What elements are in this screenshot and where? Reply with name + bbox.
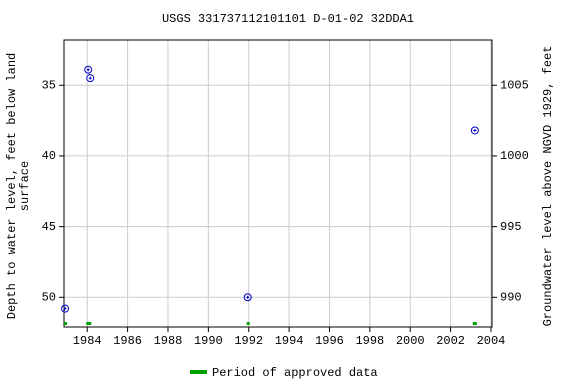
data-point: [84, 65, 93, 74]
marker-part: [61, 304, 70, 313]
y2-tick-label: 1000: [500, 149, 529, 163]
approved-period: [246, 322, 250, 325]
y2-tick-label: 1005: [500, 78, 529, 92]
chart-title: USGS 331737112101101 D-01-02 32DDA1: [162, 12, 414, 26]
x-tick-label: 1986: [113, 334, 142, 348]
y-tick-label: 40: [42, 149, 56, 163]
approved-period: [86, 322, 92, 325]
x-tick-label: 2002: [436, 334, 465, 348]
x-tick-label: 2000: [396, 334, 425, 348]
data-point: [470, 126, 479, 135]
x-tick-label: 1998: [355, 334, 384, 348]
y-tick-label: 50: [42, 290, 56, 304]
marker-part: [84, 65, 93, 74]
y-tick-label: 45: [42, 220, 56, 234]
x-tick-label: 1992: [234, 334, 263, 348]
legend-label: Period of approved data: [212, 366, 378, 380]
data-point: [61, 304, 70, 313]
y-axis-label: Depth to water level, feet below land: [5, 53, 19, 319]
data-point: [243, 293, 252, 302]
marker-part: [243, 293, 252, 302]
marker-part: [86, 74, 95, 83]
x-tick-label: 1996: [315, 334, 344, 348]
plot-frame: [63, 39, 493, 328]
x-tick-label: 1984: [73, 334, 102, 348]
y2-tick-label: 995: [500, 220, 522, 234]
marker-part: [470, 126, 479, 135]
data-point: [86, 74, 95, 83]
approved-period: [472, 322, 477, 325]
x-tick-label: 1990: [194, 334, 223, 348]
y-tick-label: 35: [42, 78, 56, 92]
y-axis-label: surface: [18, 161, 32, 211]
legend-swatch: [190, 370, 207, 374]
y2-axis-label: Groundwater level above NGVD 1929, feet: [541, 46, 555, 327]
y2-tick-label: 990: [500, 290, 522, 304]
x-tick-label: 1994: [275, 334, 304, 348]
approved-period: [64, 322, 68, 325]
x-tick-label: 1988: [154, 334, 183, 348]
x-tick-label: 2004: [477, 334, 506, 348]
